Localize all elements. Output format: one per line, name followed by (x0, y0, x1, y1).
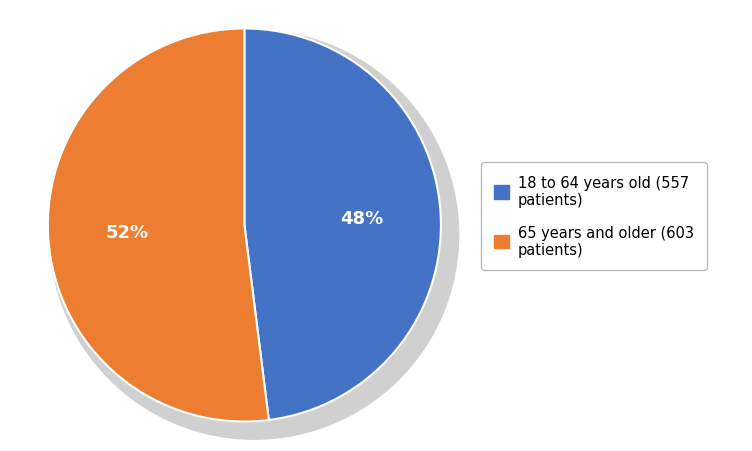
Legend: 18 to 64 years old (557
patients), 65 years and older (603
patients): 18 to 64 years old (557 patients), 65 ye… (481, 162, 707, 271)
Wedge shape (244, 29, 441, 420)
Circle shape (50, 32, 459, 439)
Text: 52%: 52% (105, 224, 148, 242)
Wedge shape (48, 29, 268, 422)
Text: 48%: 48% (341, 209, 384, 227)
